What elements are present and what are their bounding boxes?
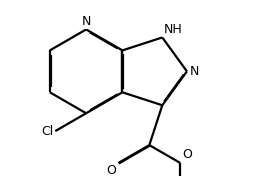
Text: O: O <box>107 164 117 177</box>
Text: N: N <box>81 15 91 27</box>
Text: O: O <box>182 148 192 161</box>
Text: Cl: Cl <box>41 124 53 138</box>
Text: N: N <box>190 65 199 78</box>
Text: NH: NH <box>164 23 183 35</box>
